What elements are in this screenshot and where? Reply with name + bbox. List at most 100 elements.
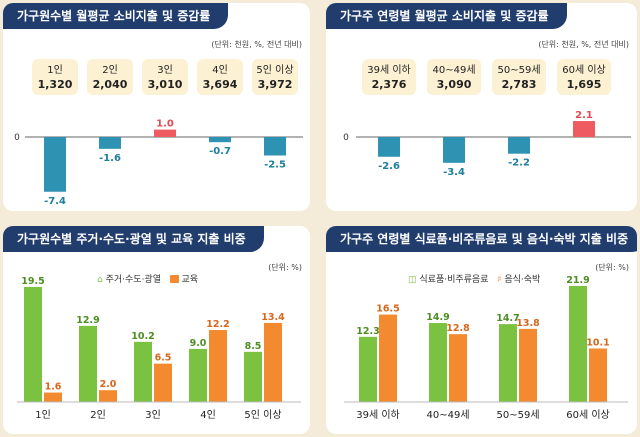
panel-age-share: 가구주 연령별 식료품·비주류음료 및 음식·숙박 지출 비중 (단위: %) … (326, 226, 637, 434)
bar-value-label: 10.2 (131, 331, 154, 342)
change-value-label: 2.1 (575, 110, 593, 121)
change-bar (443, 137, 465, 163)
category-label: 3인 (157, 64, 173, 76)
bar-value-label: 19.5 (21, 276, 44, 287)
series-bar (449, 334, 467, 402)
change-value-label: 1.0 (156, 119, 174, 130)
spending-box (362, 59, 416, 95)
series-bar (379, 314, 397, 402)
category-label: 5인 이상 (256, 64, 293, 76)
legend-label: 음식·숙박 (504, 275, 541, 285)
bar-value-label: 1.6 (45, 382, 62, 393)
category-label: 40~49세 (432, 64, 475, 76)
spending-box (197, 59, 243, 95)
change-value-label: -2.5 (264, 160, 286, 171)
panel-title: 가구원수별 주거·수도·광열 및 교육 지출 비중 (3, 226, 264, 252)
panel-title: 가구주 연령별 식료품·비주류음료 및 음식·숙박 지출 비중 (326, 226, 637, 252)
bar-value-label: 13.4 (261, 312, 285, 323)
change-bar (573, 121, 595, 137)
bar-value-label: 10.1 (586, 337, 609, 348)
category-label: 39세 이하 (367, 63, 411, 76)
change-value-label: -3.4 (443, 167, 465, 178)
spending-value: 1,320 (38, 78, 73, 91)
change-bar (508, 137, 530, 154)
series-bar (499, 324, 517, 402)
house-icon: ⌂ (97, 275, 103, 285)
legend-label: 주거·수도·광열 (105, 275, 161, 285)
category-label: 4인 (200, 409, 216, 421)
unit-label: (단위: 천원, %, 전년 대비) (538, 40, 629, 49)
change-bar (44, 137, 66, 192)
category-label: 60세 이상 (566, 409, 610, 421)
series-bar (209, 330, 227, 402)
spending-value: 3,010 (148, 78, 183, 91)
category-label: 4인 (212, 64, 228, 76)
spending-box (252, 59, 298, 95)
series-bar (24, 286, 42, 402)
bar-value-label: 8.5 (245, 341, 262, 352)
legend: ⌂ 주거·수도·광열 교육 (97, 272, 198, 285)
change-value-label: -1.6 (99, 153, 121, 164)
series-bar (99, 390, 117, 402)
series-bar (429, 323, 447, 402)
series-bar (44, 392, 62, 402)
bar-value-label: 12.3 (356, 326, 379, 337)
series-bar (79, 325, 97, 402)
spending-box (427, 59, 481, 95)
zero-tick-label: 0 (343, 133, 349, 143)
change-value-label: -2.6 (378, 161, 400, 172)
series-bar (244, 351, 262, 402)
category-label: 39세 이하 (356, 408, 400, 421)
bar-value-label: 13.8 (516, 318, 540, 329)
series-bar (134, 341, 152, 402)
unit-label: (단위: 천원, %, 전년 대비) (211, 40, 302, 49)
unit-label: (단위: %) (268, 263, 302, 272)
spending-value: 3,972 (258, 78, 293, 91)
category-label: 50~59세 (496, 409, 539, 421)
panel-household-size-share: 가구원수별 주거·수도·광열 및 교육 지출 비중 (단위: %) ⌂ 주거·수… (3, 226, 310, 434)
chart-household-size-share: 19.5 1.6 1인 12.9 2.0 2인 10.26.5 3인 9.0 12.2 4인 8.5 1… (17, 276, 301, 421)
spending-value: 3,090 (437, 78, 472, 91)
unit-label: (단위: %) (595, 263, 629, 272)
bar-value-label: 12.8 (446, 323, 470, 334)
change-bar (264, 137, 286, 156)
series-bar (359, 336, 377, 402)
change-value-label: -0.7 (209, 146, 231, 157)
legend: ◫ 식료품·비주류음료 ♯ 음식·숙박 (408, 272, 540, 285)
chart-age-share: 12.3 16.5 39세 이하 14.912.8 40~49세 14.713.8 50~5… (344, 275, 628, 421)
change-value-label: -7.4 (44, 196, 66, 207)
spending-value: 2,040 (93, 78, 128, 91)
bar-value-label: 12.2 (206, 319, 229, 330)
bar-value-label: 12.9 (76, 315, 99, 326)
category-label: 1인 (47, 64, 63, 76)
bar-value-label: 14.7 (496, 313, 519, 324)
spending-box (87, 59, 133, 95)
bar-value-label: 21.9 (566, 275, 589, 286)
category-label: 5인 이상 (244, 409, 281, 421)
change-bar (209, 137, 231, 143)
series-bar (589, 348, 607, 402)
panel-title: 가구원수별 월평균 소비지출 및 증감률 (3, 3, 229, 29)
panel-title: 가구주 연령별 월평균 소비지출 및 증감률 (326, 3, 567, 29)
series-bar (189, 348, 207, 402)
spending-box (142, 59, 188, 95)
series-bar (154, 363, 172, 402)
spending-value: 3,694 (203, 78, 238, 91)
category-label: 2인 (90, 409, 106, 421)
change-value-label: -2.2 (508, 158, 530, 169)
series-bar (519, 328, 537, 402)
series-bar (264, 322, 282, 402)
spending-value: 2,783 (502, 78, 537, 91)
spending-value: 1,695 (567, 78, 602, 91)
category-label: 3인 (145, 409, 161, 421)
chart-household-size-spending: 0 1인 1,320 -7.4 2인 2,040 -1.6 3인 3,010 1.0 4인 3,694… (14, 59, 303, 207)
panel-household-size-spending: 가구원수별 월평균 소비지출 및 증감률 (단위: 천원, %, 전년 대비) … (3, 3, 310, 211)
category-label: 60세 이상 (562, 64, 606, 76)
legend-label: 식료품·비주류음료 (419, 275, 489, 285)
zero-tick-label: 0 (14, 133, 20, 143)
category-label: 1인 (35, 409, 51, 421)
spending-value: 2,376 (372, 78, 407, 91)
spending-box (557, 59, 611, 95)
category-label: 40~49세 (426, 409, 469, 421)
legend-label: 교육 (181, 275, 199, 285)
